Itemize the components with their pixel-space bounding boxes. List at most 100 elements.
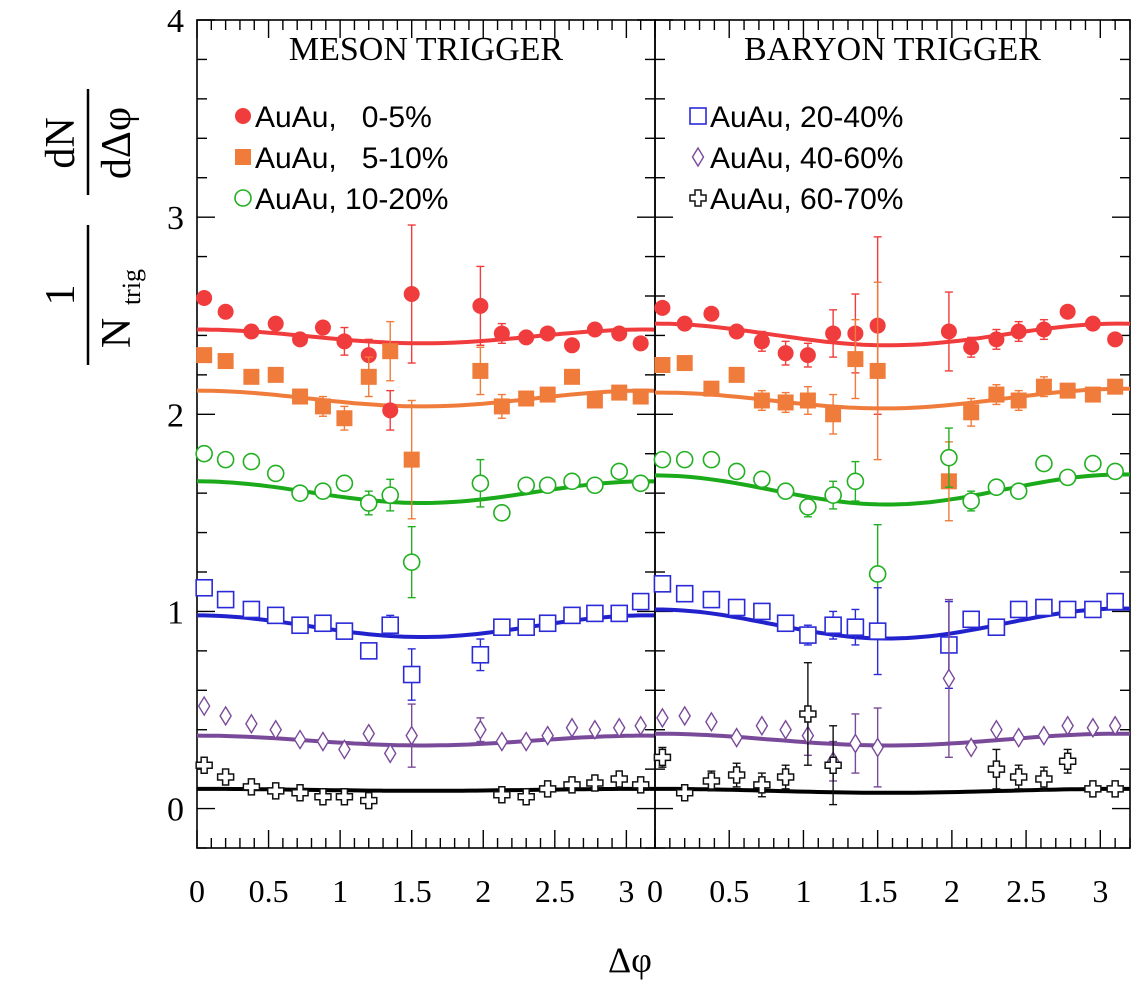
data-point bbox=[586, 321, 603, 338]
data-point bbox=[196, 347, 213, 364]
data-point bbox=[776, 614, 795, 633]
fit-curve bbox=[655, 386, 1130, 411]
data-series bbox=[653, 575, 1124, 690]
data-point bbox=[631, 776, 650, 794]
data-point bbox=[291, 784, 309, 802]
data-point bbox=[631, 474, 650, 493]
y-label-numerator: dN bbox=[38, 117, 84, 168]
data-point bbox=[1106, 592, 1124, 611]
legend-marker bbox=[689, 107, 707, 125]
data-point bbox=[1010, 392, 1027, 409]
x-tick-label: 3 bbox=[618, 873, 634, 909]
data-point bbox=[1061, 715, 1074, 737]
data-point bbox=[753, 392, 770, 409]
data-point bbox=[1058, 600, 1077, 619]
data-point bbox=[360, 347, 377, 364]
data-point bbox=[336, 410, 353, 427]
data-point bbox=[266, 464, 285, 483]
x-tick-label: 0.5 bbox=[709, 873, 749, 909]
data-point bbox=[676, 315, 693, 332]
fit-curve bbox=[654, 321, 1131, 348]
data-point bbox=[518, 390, 535, 407]
data-point bbox=[705, 711, 718, 733]
data-point bbox=[1037, 725, 1051, 746]
data-point bbox=[219, 705, 232, 727]
x-tick-label: 1 bbox=[332, 873, 348, 909]
x-tick-label: 2.5 bbox=[1006, 873, 1046, 909]
data-point bbox=[675, 584, 694, 603]
data-point bbox=[195, 444, 213, 463]
legend-entry: AuAu, 60-70% bbox=[689, 183, 903, 216]
data-point bbox=[849, 733, 862, 754]
x-axis-label: Δφ bbox=[608, 940, 652, 980]
x-tick-label: 2 bbox=[944, 873, 960, 909]
data-point bbox=[196, 289, 213, 306]
data-point bbox=[382, 343, 399, 360]
data-point bbox=[541, 725, 554, 746]
data-point bbox=[675, 450, 694, 469]
data-point bbox=[335, 787, 354, 806]
data-point bbox=[777, 394, 794, 411]
legend-marker bbox=[689, 189, 707, 207]
data-point bbox=[653, 575, 672, 593]
data-point bbox=[779, 719, 792, 741]
data-point bbox=[653, 450, 672, 469]
legend-marker bbox=[235, 149, 251, 165]
data-point bbox=[632, 388, 649, 405]
data-point bbox=[242, 778, 261, 796]
data-point bbox=[753, 602, 771, 621]
data-point bbox=[292, 388, 309, 405]
data-point bbox=[266, 606, 285, 625]
data-point bbox=[962, 492, 980, 510]
data-point bbox=[1107, 378, 1124, 395]
data-point bbox=[990, 719, 1003, 741]
data-point bbox=[383, 743, 397, 764]
data-point bbox=[242, 600, 261, 619]
data-point bbox=[678, 705, 692, 727]
x-tick-label: 3 bbox=[1092, 873, 1108, 909]
data-point bbox=[703, 380, 720, 397]
fit-curve bbox=[655, 786, 1130, 795]
data-point bbox=[824, 616, 842, 635]
y-tick-label: 2 bbox=[167, 397, 184, 434]
data-point bbox=[825, 406, 842, 423]
data-point bbox=[799, 705, 817, 723]
data-point bbox=[291, 616, 309, 635]
y-label-ntrig-sub: trig bbox=[117, 269, 146, 305]
y-tick-label: 1 bbox=[167, 594, 184, 631]
data-point bbox=[1012, 727, 1025, 748]
y-label-denominator: dΔφ bbox=[94, 107, 140, 179]
data-point bbox=[1084, 600, 1102, 619]
data-point bbox=[314, 614, 332, 633]
legend-label: AuAu, 5-10% bbox=[255, 142, 448, 175]
data-point bbox=[403, 286, 420, 303]
data-point bbox=[471, 645, 490, 664]
panel-2 bbox=[653, 19, 1131, 849]
data-point bbox=[563, 472, 581, 491]
data-point bbox=[631, 592, 650, 611]
data-point bbox=[335, 622, 354, 640]
data-point bbox=[563, 337, 580, 354]
x-tick-label: 1.5 bbox=[858, 873, 898, 909]
data-series bbox=[653, 661, 1124, 806]
data-point bbox=[493, 618, 511, 637]
data-point bbox=[869, 362, 886, 379]
data-point bbox=[362, 723, 376, 744]
data-point bbox=[360, 368, 377, 385]
data-point bbox=[1009, 600, 1028, 619]
data-point bbox=[702, 590, 721, 609]
data-point bbox=[517, 618, 535, 637]
data-point bbox=[1009, 482, 1028, 500]
data-point bbox=[728, 323, 745, 340]
data-point bbox=[293, 729, 307, 750]
data-point bbox=[824, 756, 842, 774]
data-point bbox=[381, 616, 400, 635]
data-point bbox=[610, 462, 629, 481]
data-point bbox=[988, 331, 1005, 348]
x-tick-label: 2.5 bbox=[535, 873, 575, 909]
data-point bbox=[292, 331, 309, 348]
data-point bbox=[586, 604, 604, 623]
data-point bbox=[1059, 303, 1076, 320]
data-point bbox=[538, 780, 557, 798]
